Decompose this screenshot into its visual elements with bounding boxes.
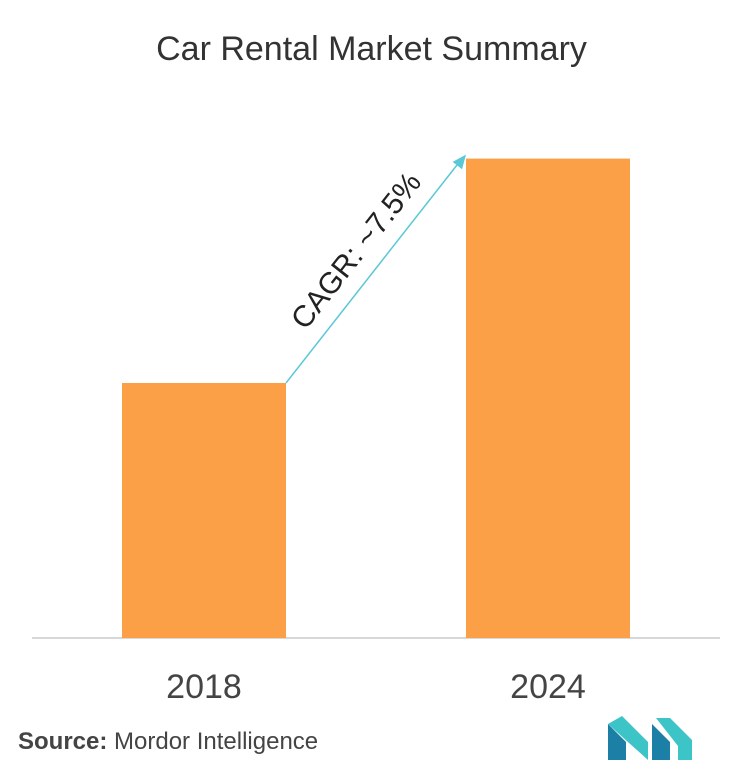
chart-title: Car Rental Market Summary xyxy=(156,30,587,68)
x-tick-label-2024: 2024 xyxy=(510,668,586,700)
cagr-annotation: CAGR: ~7.5% xyxy=(285,166,428,335)
bar-2024 xyxy=(466,158,630,638)
source-note: Source: Mordor Intelligence xyxy=(18,728,318,756)
mordor-intelligence-logo-icon xyxy=(608,716,692,760)
bar-chart: 2018 2024 CAGR: ~7.5% xyxy=(32,154,720,700)
bar-2018 xyxy=(122,383,286,638)
x-tick-label-2018: 2018 xyxy=(166,668,242,700)
cagr-arrow-line xyxy=(285,158,463,384)
source-value: Mordor Intelligence xyxy=(114,728,319,755)
cagr-arrow-head xyxy=(452,154,466,170)
source-label: Source: xyxy=(18,728,108,755)
